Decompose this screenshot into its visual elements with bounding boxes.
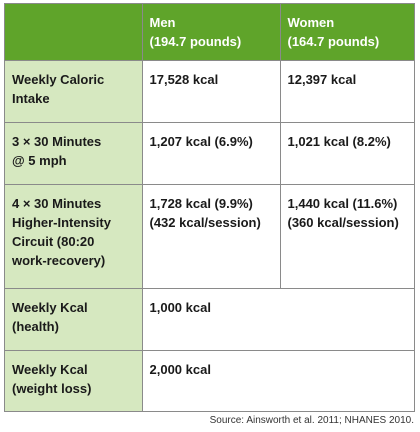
table-row-kcal-weight-loss: Weekly Kcal (weight loss) 2,000 kcal [5,349,414,411]
calorie-comparison-table: Men (194.7 pounds) Women (164.7 pounds) … [5,4,414,411]
cell-women-circuit: 1,440 kcal (11.6%) (360 kcal/session) [279,183,414,289]
row-label-line: @ 5 mph [12,152,67,168]
table-row-weekly-intake: Weekly Caloric Intake 17,528 kcal 12,397… [5,59,414,123]
cell-value: 2,000 kcal [149,361,211,377]
cell-value: 1,440 kcal (11.6%) [287,195,398,211]
header-women: Women (164.7 pounds) [279,4,414,61]
table-row-circuit: 4 × 30 Minutes Higher-Intensity Circuit … [5,183,414,289]
cell-value: 1,207 kcal (6.9%) [149,133,253,149]
row-label-weekly-intake: Weekly Caloric Intake [5,59,143,123]
row-label-kcal-health: Weekly Kcal (health) [5,287,143,351]
row-label-line: Circuit (80:20 [12,233,95,249]
row-label-circuit: 4 × 30 Minutes Higher-Intensity Circuit … [5,183,143,289]
table-row-5mph: 3 × 30 Minutes @ 5 mph 1,207 kcal (6.9%)… [5,121,414,185]
cell-men-5mph: 1,207 kcal (6.9%) [141,121,281,185]
cell-value: 1,000 kcal [149,299,211,315]
calorie-table-container: Men (194.7 pounds) Women (164.7 pounds) … [4,3,415,412]
row-label-line: 3 × 30 Minutes [12,133,102,149]
cell-value: 12,397 kcal [287,71,357,87]
cell-combined-kcal-health: 1,000 kcal [141,287,414,351]
cell-women-5mph: 1,021 kcal (8.2%) [279,121,414,185]
header-men-weight: (194.7 pounds) [149,34,242,49]
row-label-line: Intake [12,90,50,106]
header-men: Men (194.7 pounds) [141,4,281,61]
cell-women-weekly-intake: 12,397 kcal [279,59,414,123]
cell-value: 1,728 kcal (9.9%) [149,195,253,211]
source-citation: Source: Ainsworth et al. 2011; NHANES 20… [209,415,414,426]
header-women-title: Women [287,15,335,30]
cell-value: 17,528 kcal [149,71,219,87]
row-label-line: (health) [12,318,59,334]
table-row-kcal-health: Weekly Kcal (health) 1,000 kcal [5,287,414,351]
row-label-line: Weekly Kcal [12,299,88,315]
cell-combined-kcal-weight-loss: 2,000 kcal [141,349,414,411]
header-women-weight: (164.7 pounds) [287,34,380,49]
cell-value: 1,021 kcal (8.2%) [287,133,391,149]
cell-men-circuit: 1,728 kcal (9.9%) (432 kcal/session) [141,183,281,289]
header-corner-cell [5,4,143,61]
row-label-line: Higher-Intensity [12,214,111,230]
row-label-line: 4 × 30 Minutes [12,195,102,211]
row-label-kcal-weight-loss: Weekly Kcal (weight loss) [5,349,143,411]
row-label-5mph: 3 × 30 Minutes @ 5 mph [5,121,143,185]
cell-value: (432 kcal/session) [149,214,261,230]
cell-value: (360 kcal/session) [287,214,399,230]
cell-men-weekly-intake: 17,528 kcal [141,59,281,123]
row-label-line: work-recovery) [12,252,106,268]
table-header-row: Men (194.7 pounds) Women (164.7 pounds) [5,4,414,61]
row-label-line: Weekly Caloric [12,71,105,87]
row-label-line: (weight loss) [12,380,92,396]
header-men-title: Men [149,15,176,30]
row-label-line: Weekly Kcal [12,361,88,377]
